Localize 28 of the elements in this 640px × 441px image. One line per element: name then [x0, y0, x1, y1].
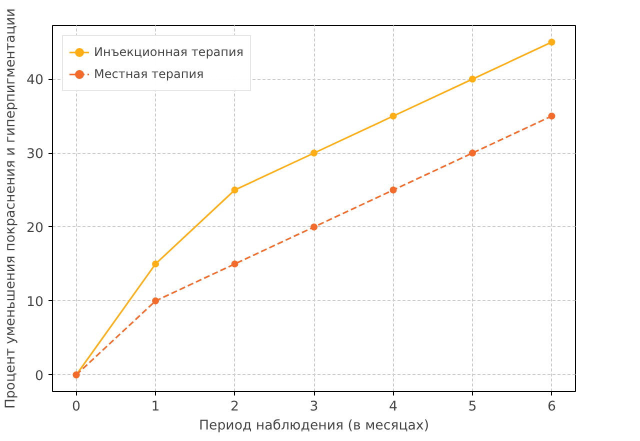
point	[548, 38, 556, 46]
x-tick-label: 2	[230, 400, 239, 414]
x-tick-label: 1	[151, 400, 160, 414]
x-tick-label: 6	[547, 400, 556, 414]
point	[152, 297, 160, 304]
y-tick-label: 20	[26, 220, 44, 236]
legend-label: Местная терапия	[94, 67, 204, 81]
y-axis-title: Процент уменьшения покраснения и гиперпигментации	[4, 8, 19, 409]
x-tick-label: 4	[389, 400, 398, 414]
point	[390, 112, 397, 120]
x-tick-label: 3	[310, 400, 318, 414]
point	[152, 260, 160, 268]
point	[468, 76, 476, 83]
y-tick-label: 0	[35, 368, 44, 384]
y-tick-label: 10	[26, 294, 44, 310]
y-tick-label: 30	[26, 147, 44, 162]
point	[310, 150, 318, 157]
point	[231, 186, 238, 194]
legend-label: Инъекционная терапия	[94, 45, 244, 59]
point	[468, 150, 476, 157]
point	[310, 223, 318, 230]
x-tick-label: 5	[468, 400, 477, 414]
point	[390, 186, 397, 194]
x-tick-label: 0	[72, 400, 81, 414]
x-axis-title: Период наблюдения (в месяцах)	[198, 418, 430, 434]
point	[231, 260, 238, 268]
point	[548, 112, 556, 120]
y-tick-label: 40	[26, 73, 44, 88]
